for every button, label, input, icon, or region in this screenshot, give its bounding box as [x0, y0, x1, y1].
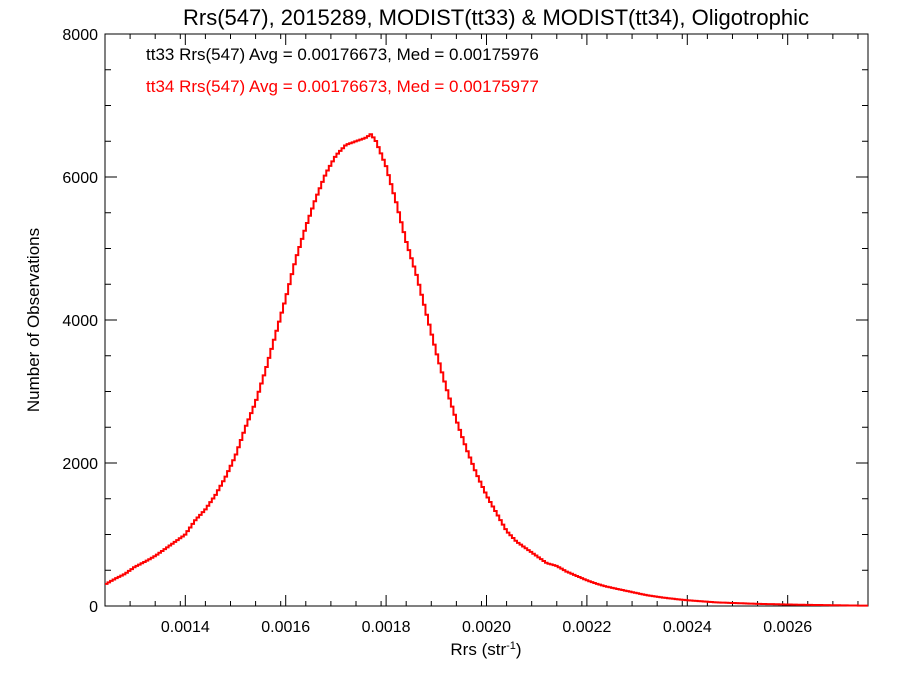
x-tick-label: 0.0018 [362, 619, 411, 636]
annotation-tt34: tt34 Rrs(547) Avg = 0.00176673, Med = 0.… [146, 77, 539, 96]
x-tick-label: 0.0020 [462, 619, 511, 636]
y-tick-label: 0 [89, 599, 98, 616]
annotation-tt33: tt33 Rrs(547) Avg = 0.00176673, Med = 0.… [146, 45, 539, 64]
x-tick-label: 0.0014 [161, 619, 210, 636]
series-line-tt34 [105, 133, 868, 607]
x-axis-label-superscript: -1 [506, 640, 516, 652]
y-tick-label: 8000 [62, 27, 98, 44]
y-tick-labels: 0 2000 4000 6000 8000 [62, 27, 98, 616]
axis-ticks [104, 33, 868, 607]
x-axis-label-close: ) [516, 640, 522, 659]
y-tick-label: 6000 [62, 170, 98, 187]
x-tick-label: 0.0022 [562, 619, 611, 636]
x-tick-labels: 0.0014 0.0016 0.0018 0.0020 0.0022 0.0024 0.00… [161, 619, 812, 636]
y-tick-label: 2000 [62, 456, 98, 473]
chart-title: Rrs(547), 2015289, MODIST(tt33) & MODIST… [183, 5, 809, 30]
plot-frame [104, 33, 869, 607]
y-tick-label: 4000 [62, 313, 98, 330]
x-tick-label: 0.0016 [261, 619, 310, 636]
x-tick-label: 0.0026 [763, 619, 812, 636]
x-tick-label: 0.0024 [663, 619, 712, 636]
y-axis-label: Number of Observations [24, 228, 43, 412]
x-axis-label: Rrs (str-1) [450, 640, 521, 659]
x-axis-label-main: Rrs (str [450, 640, 506, 659]
